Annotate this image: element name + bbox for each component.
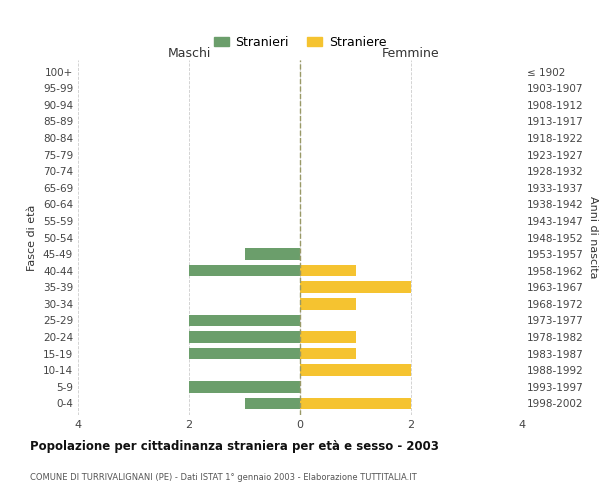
Legend: Stranieri, Straniere: Stranieri, Straniere [209,30,391,54]
Bar [245,248,300,260]
Y-axis label: Fasce di età: Fasce di età [28,204,37,270]
Bar [300,331,355,343]
Bar [300,398,411,409]
Bar [245,398,300,409]
Bar [189,381,300,392]
Bar [189,314,300,326]
Text: Popolazione per cittadinanza straniera per età e sesso - 2003: Popolazione per cittadinanza straniera p… [30,440,439,453]
Bar [300,282,411,293]
Text: Maschi: Maschi [167,47,211,60]
Bar [189,348,300,360]
Bar [189,265,300,276]
Bar [300,298,355,310]
Bar [300,364,411,376]
Bar [300,348,355,360]
Text: COMUNE DI TURRIVALIGNANI (PE) - Dati ISTAT 1° gennaio 2003 - Elaborazione TUTTIT: COMUNE DI TURRIVALIGNANI (PE) - Dati IST… [30,473,417,482]
Text: Femmine: Femmine [382,47,440,60]
Bar [189,331,300,343]
Y-axis label: Anni di nascita: Anni di nascita [587,196,598,279]
Bar [300,265,355,276]
